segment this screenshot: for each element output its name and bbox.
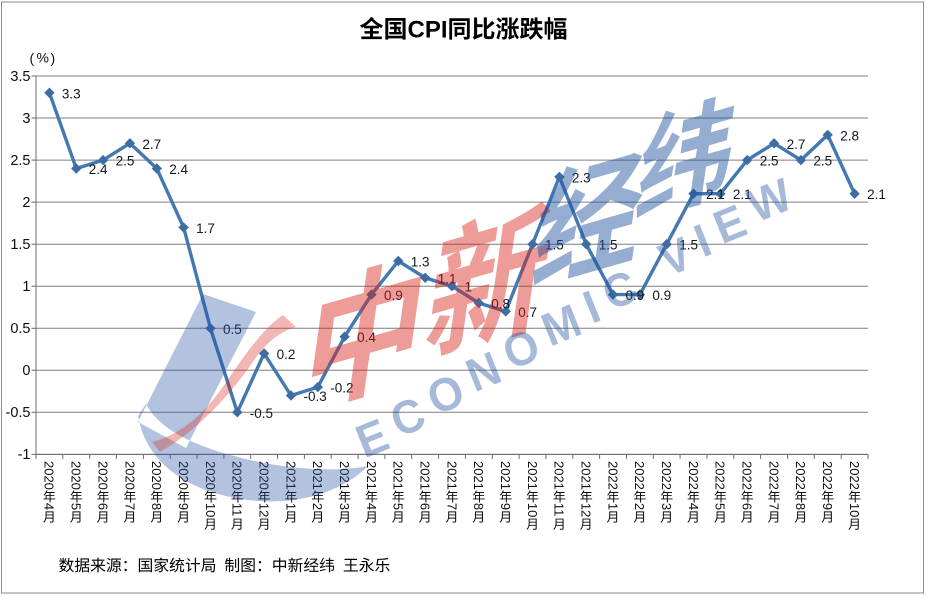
svg-text:CPI: CPI <box>408 17 448 44</box>
svg-text:10: 10 <box>203 503 218 517</box>
svg-text:2.5: 2.5 <box>760 154 779 169</box>
svg-text:0.9: 0.9 <box>652 288 671 303</box>
svg-text:2021: 2021 <box>498 461 513 490</box>
svg-text:2020: 2020 <box>256 461 271 490</box>
svg-text:2.7: 2.7 <box>787 137 806 152</box>
svg-text:8: 8 <box>149 503 164 510</box>
svg-text:2021: 2021 <box>391 461 406 490</box>
svg-text:8: 8 <box>471 503 486 510</box>
svg-text:2: 2 <box>310 503 325 510</box>
svg-text:(: ( <box>30 50 35 66</box>
svg-text:2022: 2022 <box>847 461 862 490</box>
svg-text:1: 1 <box>22 279 30 295</box>
svg-text:2021: 2021 <box>579 461 594 490</box>
svg-text:6: 6 <box>95 503 110 510</box>
svg-text:1: 1 <box>605 503 620 510</box>
svg-text:2020: 2020 <box>176 461 191 490</box>
svg-text:2020: 2020 <box>230 461 245 490</box>
svg-text:2.3: 2.3 <box>572 170 591 185</box>
svg-text:6: 6 <box>740 503 755 510</box>
svg-text:0.2: 0.2 <box>277 347 296 362</box>
svg-text:2022: 2022 <box>740 461 755 490</box>
svg-text:0.5: 0.5 <box>223 322 242 337</box>
svg-text:7: 7 <box>444 503 459 510</box>
svg-text:0: 0 <box>22 363 30 379</box>
svg-text:9: 9 <box>176 503 191 510</box>
svg-text:2.1: 2.1 <box>867 187 886 202</box>
svg-text:2020: 2020 <box>203 461 218 490</box>
svg-text:2.1: 2.1 <box>733 187 752 202</box>
svg-text:9: 9 <box>820 503 835 510</box>
svg-text:2021: 2021 <box>552 461 567 490</box>
svg-text:2020: 2020 <box>95 461 110 490</box>
svg-text:8: 8 <box>793 503 808 510</box>
svg-text:3.3: 3.3 <box>62 86 81 101</box>
svg-text:%: % <box>37 50 49 66</box>
svg-text:2022: 2022 <box>605 461 620 490</box>
svg-text:-0.2: -0.2 <box>330 381 353 396</box>
svg-text:1.5: 1.5 <box>679 238 698 253</box>
svg-text:7: 7 <box>766 503 781 510</box>
svg-text:1: 1 <box>283 503 298 510</box>
svg-text:3.5: 3.5 <box>10 69 30 85</box>
svg-text:2022: 2022 <box>686 461 701 490</box>
svg-text:3: 3 <box>22 111 30 127</box>
svg-text:2.4: 2.4 <box>169 162 188 177</box>
svg-text:1.5: 1.5 <box>10 237 30 253</box>
svg-text:11: 11 <box>552 503 567 517</box>
svg-text:4: 4 <box>686 503 701 510</box>
svg-text:2021: 2021 <box>310 461 325 490</box>
svg-text:1.3: 1.3 <box>411 255 430 270</box>
svg-text:2021: 2021 <box>364 461 379 490</box>
svg-text:2020: 2020 <box>122 461 137 490</box>
svg-text:12: 12 <box>579 503 594 517</box>
svg-text:6: 6 <box>418 503 433 510</box>
svg-text:2021: 2021 <box>471 461 486 490</box>
svg-text:2022: 2022 <box>793 461 808 490</box>
svg-text:10: 10 <box>525 503 540 517</box>
svg-text:-1: -1 <box>18 447 31 463</box>
svg-text:12: 12 <box>256 503 271 517</box>
svg-text:5: 5 <box>69 503 84 510</box>
svg-text:3: 3 <box>337 503 352 510</box>
svg-text:4: 4 <box>42 503 57 510</box>
svg-text:2022: 2022 <box>713 461 728 490</box>
svg-text:2.8: 2.8 <box>840 128 859 143</box>
svg-text:2.7: 2.7 <box>142 137 161 152</box>
svg-text:2020: 2020 <box>149 461 164 490</box>
svg-text:2021: 2021 <box>418 461 433 490</box>
svg-text:3: 3 <box>659 503 674 510</box>
svg-text:2022: 2022 <box>766 461 781 490</box>
svg-text:10: 10 <box>847 503 862 517</box>
svg-text:2020: 2020 <box>69 461 84 490</box>
svg-text:2022: 2022 <box>659 461 674 490</box>
svg-text:1.7: 1.7 <box>196 221 215 236</box>
svg-text:2021: 2021 <box>444 461 459 490</box>
svg-text:2021: 2021 <box>525 461 540 490</box>
svg-text:2022: 2022 <box>632 461 647 490</box>
svg-text:2: 2 <box>632 503 647 510</box>
svg-text:0.5: 0.5 <box>10 321 30 337</box>
svg-text:2021: 2021 <box>283 461 298 490</box>
svg-text:0.9: 0.9 <box>626 288 645 303</box>
svg-text:11: 11 <box>230 503 245 517</box>
svg-text:5: 5 <box>391 503 406 510</box>
svg-text:2.5: 2.5 <box>116 154 135 169</box>
svg-text:2.5: 2.5 <box>813 154 832 169</box>
svg-text:2.5: 2.5 <box>10 153 30 169</box>
svg-text:): ) <box>51 50 56 66</box>
svg-text:2022: 2022 <box>820 461 835 490</box>
svg-text:5: 5 <box>713 503 728 510</box>
svg-text:2021: 2021 <box>337 461 352 490</box>
svg-text:4: 4 <box>364 503 379 510</box>
svg-text:-0.3: -0.3 <box>304 389 327 404</box>
svg-text:2020: 2020 <box>42 461 57 490</box>
svg-text:2: 2 <box>22 195 30 211</box>
svg-text:9: 9 <box>498 503 513 510</box>
svg-text:-0.5: -0.5 <box>6 405 31 421</box>
svg-text:-0.5: -0.5 <box>250 406 273 421</box>
svg-text:2.4: 2.4 <box>89 162 108 177</box>
svg-text:7: 7 <box>122 503 137 510</box>
